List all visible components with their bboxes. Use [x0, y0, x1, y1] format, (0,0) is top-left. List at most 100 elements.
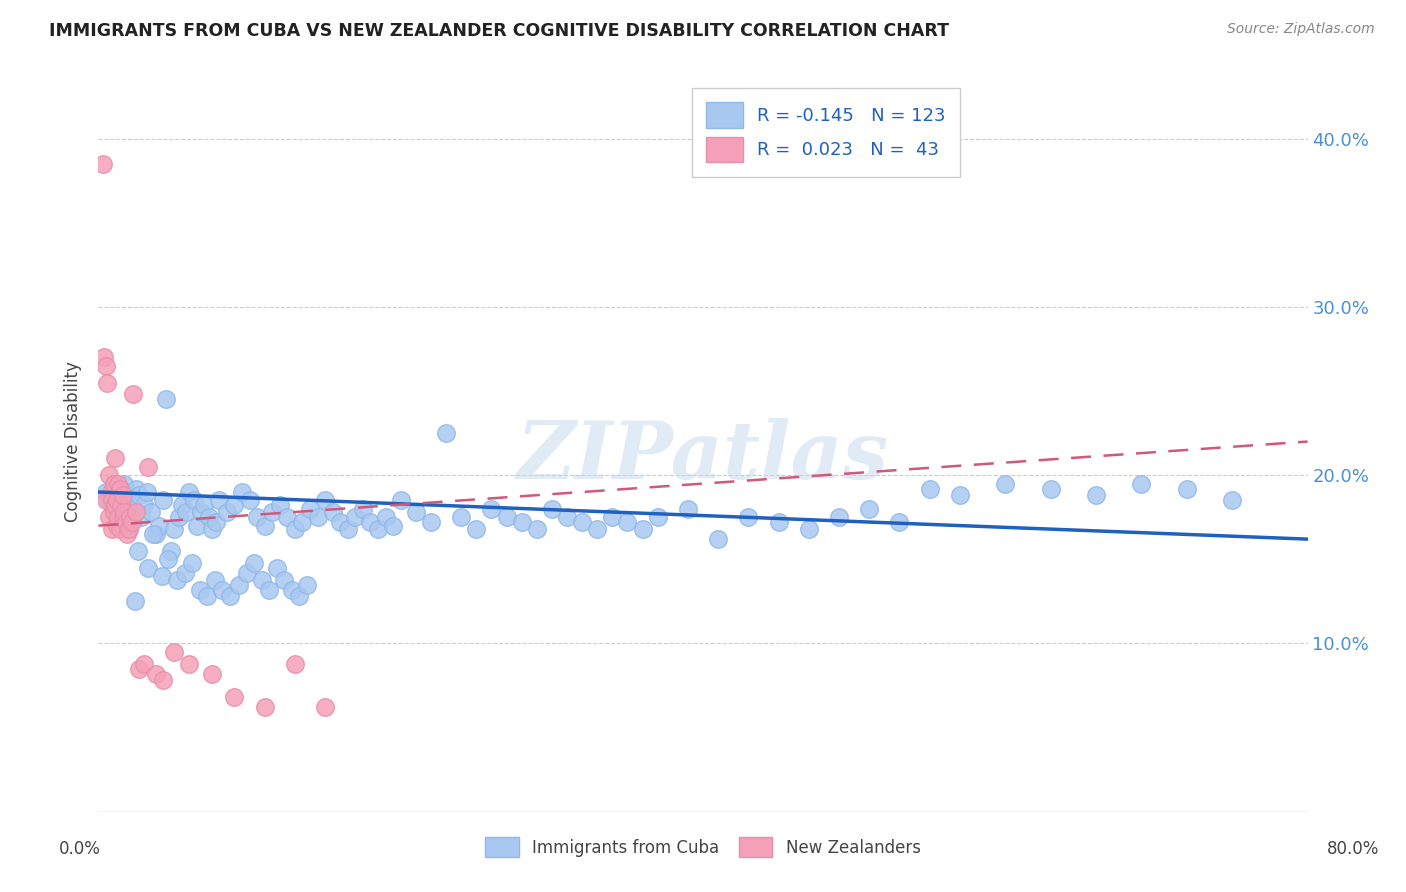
Point	[273, 573, 295, 587]
Point	[228, 577, 250, 591]
Point	[253, 518, 276, 533]
Point	[190, 505, 212, 519]
Point	[616, 516, 638, 530]
Point	[631, 522, 654, 536]
Point	[118, 522, 141, 536]
Point	[257, 582, 280, 597]
Point	[114, 488, 136, 502]
Point	[352, 501, 374, 516]
Point	[495, 510, 517, 524]
Point	[155, 392, 177, 407]
Point	[122, 493, 145, 508]
Point	[128, 488, 150, 502]
Point	[284, 657, 307, 671]
Point	[98, 510, 121, 524]
Point	[108, 522, 131, 536]
Point	[105, 518, 128, 533]
Point	[382, 518, 405, 533]
Point	[183, 493, 205, 508]
Point	[111, 510, 134, 524]
Point	[121, 505, 143, 519]
Point	[253, 700, 276, 714]
Point	[250, 573, 273, 587]
Point	[314, 493, 336, 508]
Point	[110, 493, 132, 508]
Point	[555, 510, 578, 524]
Point	[266, 560, 288, 574]
Point	[103, 476, 125, 491]
Point	[145, 666, 167, 681]
Point	[295, 577, 318, 591]
Point	[235, 566, 257, 580]
Point	[219, 590, 242, 604]
Point	[231, 485, 253, 500]
Point	[110, 499, 132, 513]
Point	[737, 510, 759, 524]
Point	[201, 522, 224, 536]
Point	[949, 488, 972, 502]
Point	[181, 556, 204, 570]
Point	[136, 560, 159, 574]
Point	[129, 510, 152, 524]
Point	[215, 505, 238, 519]
Point	[269, 499, 291, 513]
Text: 0.0%: 0.0%	[59, 840, 101, 858]
Point	[344, 510, 367, 524]
Point	[179, 657, 201, 671]
Point	[571, 516, 593, 530]
Point	[156, 552, 179, 566]
Point	[540, 501, 562, 516]
Point	[124, 594, 146, 608]
Point	[101, 522, 124, 536]
Point	[122, 387, 145, 401]
Point	[135, 485, 157, 500]
Point	[101, 493, 124, 508]
Point	[114, 516, 136, 530]
Point	[111, 488, 134, 502]
Point	[322, 505, 344, 519]
Point	[105, 493, 128, 508]
Point	[797, 522, 820, 536]
Point	[246, 510, 269, 524]
Point	[104, 488, 127, 502]
Text: Source: ZipAtlas.com: Source: ZipAtlas.com	[1227, 22, 1375, 37]
Point	[152, 493, 174, 508]
Point	[101, 499, 124, 513]
Point	[197, 510, 219, 524]
Point	[93, 351, 115, 365]
Point	[586, 522, 609, 536]
Point	[360, 516, 382, 530]
Point	[94, 493, 117, 508]
Point	[121, 516, 143, 530]
Point	[208, 493, 231, 508]
Point	[152, 673, 174, 688]
Point	[112, 476, 135, 491]
Y-axis label: Cognitive Disability: Cognitive Disability	[65, 361, 83, 522]
Point	[141, 505, 163, 519]
Point	[276, 510, 298, 524]
Point	[367, 522, 389, 536]
Point	[195, 590, 218, 604]
Point	[239, 493, 262, 508]
Point	[94, 485, 117, 500]
Point	[118, 522, 141, 536]
Point	[602, 510, 624, 524]
Point	[132, 499, 155, 513]
Point	[768, 516, 790, 530]
Point	[132, 657, 155, 671]
Point	[1039, 482, 1062, 496]
Point	[179, 485, 201, 500]
Point	[120, 516, 142, 530]
Point	[224, 690, 246, 705]
Point	[329, 516, 352, 530]
Point	[288, 590, 311, 604]
Point	[205, 516, 228, 530]
Point	[1220, 493, 1243, 508]
Point	[211, 582, 233, 597]
Point	[98, 493, 121, 508]
Point	[160, 544, 183, 558]
Point	[186, 518, 208, 533]
Point	[889, 516, 911, 530]
Point	[450, 510, 472, 524]
Point	[994, 476, 1017, 491]
